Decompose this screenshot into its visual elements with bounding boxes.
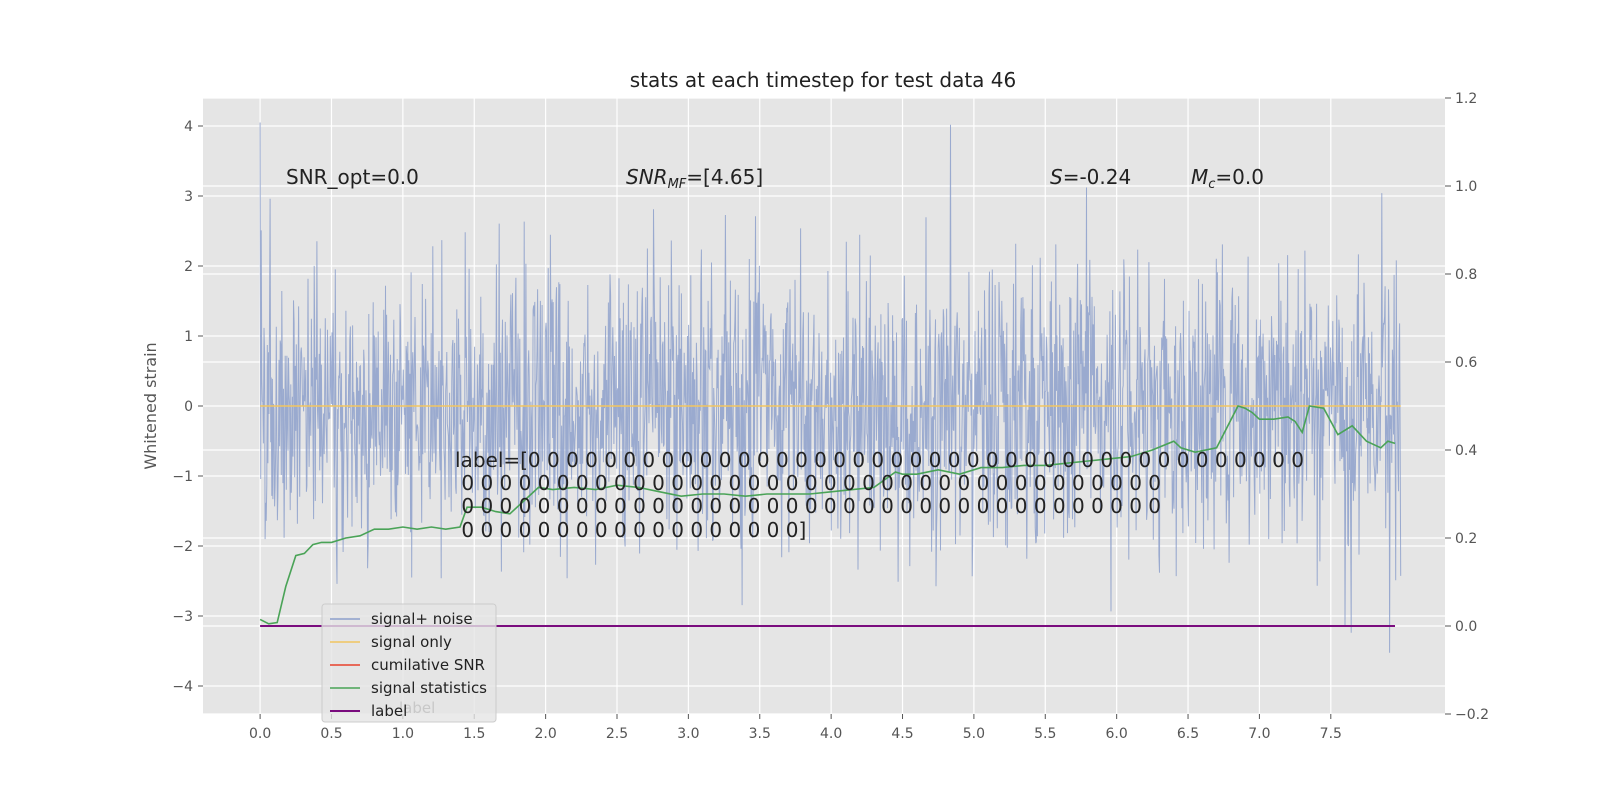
x-tick-label: 1.5 (463, 726, 485, 742)
x-tick-label: 5.0 (963, 726, 985, 742)
y-left-tick-label: 1 (184, 329, 193, 345)
y-left-tick-label: −1 (172, 469, 193, 485)
x-tick-label: 0.0 (249, 726, 271, 742)
s-symbol: S (1050, 165, 1063, 189)
legend-ghost-text: label (399, 699, 435, 717)
y-left-tick-label: 3 (184, 189, 193, 205)
y-left-tick-label: −3 (172, 609, 193, 625)
annotation-label-line-3: 0 0 0 0 0 0 0 0 0 0 0 0 0 0 0 0 0 0 0 0 … (455, 494, 1161, 518)
legend-label-signal-only: signal only (371, 633, 452, 651)
mc-subscript: c (1208, 177, 1215, 192)
x-tick-label: 1.0 (392, 726, 414, 742)
annotation-mc: Mc=0.0 (1191, 165, 1264, 192)
legend: label signal+ noise signal only cumilative… (321, 603, 497, 723)
y-right-tick-label: 0.0 (1455, 619, 1477, 635)
x-tick-label: 4.5 (891, 726, 913, 742)
y-left-tick-label: 2 (184, 259, 193, 275)
x-tick-label: 2.0 (534, 726, 556, 742)
legend-label-signal-noise: signal+ noise (371, 610, 473, 628)
snr-mf-subscript: MF (668, 177, 687, 192)
y-left-tick-label: 4 (184, 119, 193, 135)
x-tick-label: 6.0 (1106, 726, 1128, 742)
annotation-label-line-1: label=[0 0 0 0 0 0 0 0 0 0 0 0 0 0 0 0 0… (455, 448, 1304, 472)
x-tick-label: 7.5 (1320, 726, 1342, 742)
s-value: =-0.24 (1063, 165, 1132, 189)
legend-label-cumilative-snr: cumilative SNR (371, 656, 485, 674)
x-tick-label: 4.0 (820, 726, 842, 742)
y-right-tick-label: 1.0 (1455, 179, 1477, 195)
annotation-s: S=-0.24 (1050, 165, 1131, 189)
x-tick-label: 3.0 (677, 726, 699, 742)
series-line-signal-noise (259, 122, 1402, 653)
legend-label-signal-statistics: signal statistics (371, 679, 487, 697)
y-axis-right: −0.2 0.0 0.2 0.4 0.6 0.8 1.0 1.2 (1445, 91, 1489, 723)
snr-mf-symbol: SNR (626, 165, 668, 189)
series-line-signal-statistics (259, 405, 1396, 625)
annotation-snr-mf: SNRMF=[4.65] (626, 165, 763, 192)
mc-value: =0.0 (1215, 165, 1264, 189)
legend-box (321, 603, 497, 723)
y-axis-left: −4 −3 −2 −1 0 1 2 3 4 (172, 119, 203, 695)
x-tick-label: 6.5 (1177, 726, 1199, 742)
x-tick-label: 0.5 (320, 726, 342, 742)
x-tick-label: 3.5 (749, 726, 771, 742)
y-left-tick-label: 0 (184, 399, 193, 415)
x-tick-label: 7.0 (1248, 726, 1270, 742)
annotation-label-line-4: 0 0 0 0 0 0 0 0 0 0 0 0 0 0 0 0 0 0] (455, 518, 806, 542)
y-left-tick-label: −2 (172, 539, 193, 555)
annotation-snr-opt: SNR_opt=0.0 (286, 165, 419, 189)
mc-symbol: M (1191, 165, 1208, 189)
snr-mf-value: =[4.65] (686, 165, 763, 189)
y-right-tick-label: −0.2 (1455, 707, 1489, 723)
y-right-tick-label: 0.2 (1455, 531, 1477, 547)
y-axis-label: Whitened strain (141, 342, 160, 469)
y-right-tick-label: 1.2 (1455, 91, 1477, 107)
y-right-tick-label: 0.8 (1455, 267, 1477, 283)
x-axis: 0.0 0.5 1.0 1.5 2.0 2.5 3.0 3.5 4.0 4.5 5.0 5.5 6.0 6… (249, 714, 1342, 742)
x-tick-label: 5.5 (1034, 726, 1056, 742)
y-left-tick-label: −4 (172, 679, 193, 695)
chart-title: stats at each timestep for test data 46 (630, 68, 1016, 92)
y-right-tick-label: 0.6 (1455, 355, 1477, 371)
legend-label-label: label (371, 702, 407, 720)
series-signal-noise (259, 122, 1402, 653)
x-tick-label: 2.5 (606, 726, 628, 742)
y-right-tick-label: 0.4 (1455, 443, 1477, 459)
annotation-label-line-2: 0 0 0 0 0 0 0 0 0 0 0 0 0 0 0 0 0 0 0 0 … (455, 471, 1161, 495)
